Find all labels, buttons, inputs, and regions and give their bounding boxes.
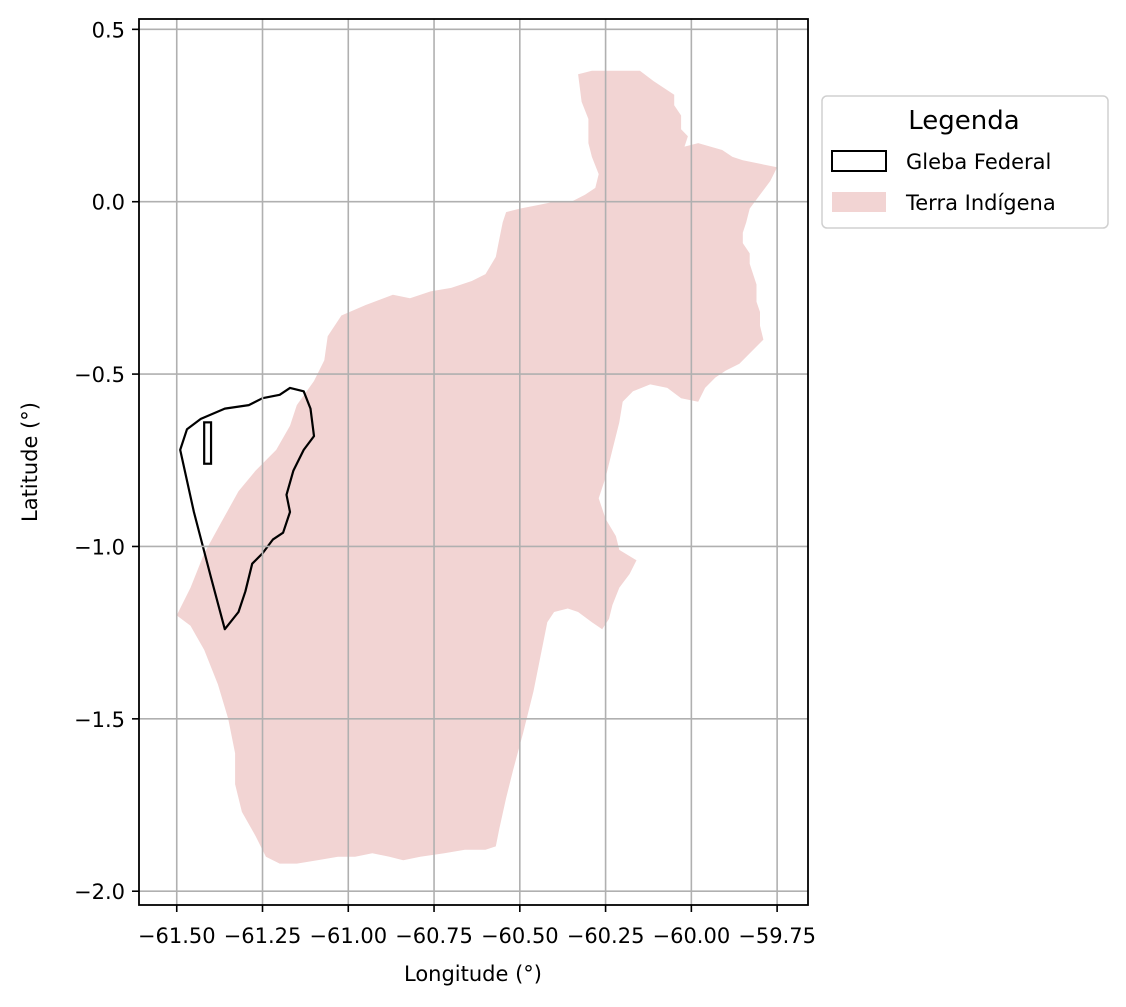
x-tick-label: −60.75 <box>395 924 473 948</box>
legend: Legenda Gleba Federal Terra Indígena <box>821 95 1109 229</box>
gleba-federal-inner-parcel <box>203 421 213 465</box>
x-tick-label: −61.00 <box>309 924 387 948</box>
grid-lines <box>139 19 808 905</box>
y-axis-label: Latitude (°) <box>18 402 42 522</box>
x-tick-label: −60.50 <box>481 924 559 948</box>
x-tick-label: −59.75 <box>738 924 816 948</box>
y-tick-label: 0.5 <box>92 18 125 42</box>
axis-ticks: −61.50 −61.25 −61.00 −60.75 −60.50 −60.25 −60.… <box>74 18 816 948</box>
x-tick-label: −61.50 <box>138 924 216 948</box>
y-tick-label: −0.5 <box>74 363 125 387</box>
legend-box <box>821 95 1109 229</box>
legend-title: Legenda <box>908 106 1019 136</box>
x-axis-label: Longitude (°) <box>404 962 542 986</box>
x-tick-label: −61.25 <box>224 924 302 948</box>
plot-area <box>176 70 778 864</box>
axes-frame <box>138 18 809 906</box>
axes-border <box>138 18 809 906</box>
legend-label-gleba-federal: Gleba Federal <box>906 150 1051 174</box>
legend-label-terra-indigena: Terra Indígena <box>905 191 1056 215</box>
legend-swatch-terra-indigena <box>832 192 886 212</box>
x-tick-label: −60.00 <box>652 924 730 948</box>
legend-swatch-gleba-federal <box>831 150 887 172</box>
y-tick-label: −1.5 <box>74 708 125 732</box>
y-tick-label: 0.0 <box>92 191 125 215</box>
x-tick-label: −60.25 <box>567 924 645 948</box>
terra-indigena-area <box>176 70 778 864</box>
y-tick-label: −2.0 <box>74 880 125 904</box>
gleba-federal-boundary <box>179 386 316 631</box>
y-tick-label: −1.0 <box>74 535 125 559</box>
